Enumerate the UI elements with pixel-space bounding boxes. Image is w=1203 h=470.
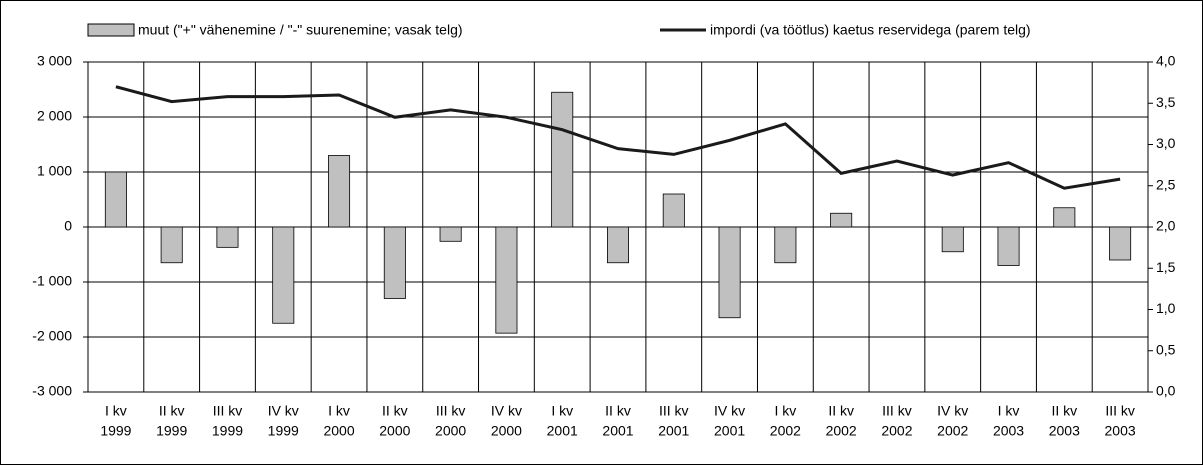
bar	[328, 155, 351, 228]
y-tick-label: 0	[64, 218, 72, 234]
x-tick-label: 1999	[100, 423, 131, 439]
x-tick-label: 2000	[379, 423, 410, 439]
y2-tick-label: 4,0	[1156, 53, 1176, 69]
bar	[439, 226, 462, 242]
legend-label: muut ("+" vähenemine / "-" suurenemine; …	[138, 22, 463, 38]
x-tick-label: 2003	[993, 423, 1024, 439]
x-tick-label: 2003	[1049, 423, 1080, 439]
bar	[383, 226, 406, 299]
x-tick-label: III kv	[882, 403, 912, 419]
bar	[607, 226, 630, 264]
x-tick-label: IV kv	[714, 403, 745, 419]
x-tick-label: I kv	[998, 403, 1020, 419]
bar	[1109, 226, 1132, 261]
bar	[104, 171, 127, 228]
x-tick-label: II kv	[605, 403, 631, 419]
bar	[997, 226, 1020, 266]
y2-tick-label: 1,5	[1156, 259, 1176, 275]
x-tick-label: IV kv	[937, 403, 968, 419]
x-tick-label: 2000	[491, 423, 522, 439]
x-tick-label: I kv	[551, 403, 573, 419]
x-tick-label: I kv	[328, 403, 350, 419]
bar	[495, 226, 518, 334]
bar	[272, 226, 295, 324]
x-tick-label: 2001	[714, 423, 745, 439]
x-tick-label: 2003	[1105, 423, 1136, 439]
y-tick-label: 3 000	[37, 53, 72, 69]
legend-label: impordi (va töötlus) kaetus reservidega …	[710, 22, 1031, 38]
y2-tick-label: 0,5	[1156, 341, 1176, 357]
bar	[216, 226, 239, 248]
bar	[160, 226, 183, 264]
y2-tick-label: 2,5	[1156, 176, 1176, 192]
bar	[718, 226, 741, 319]
x-tick-label: 2002	[937, 423, 968, 439]
bar	[662, 193, 685, 228]
bar	[551, 91, 574, 228]
line	[115, 85, 1121, 190]
y-tick-label: -3 000	[32, 383, 72, 399]
x-tick-label: III kv	[659, 403, 689, 419]
x-tick-label: III kv	[213, 403, 243, 419]
x-tick-label: 2001	[547, 423, 578, 439]
y-tick-label: 1 000	[37, 163, 72, 179]
y2-tick-label: 2,0	[1156, 218, 1176, 234]
y2-tick-label: 3,5	[1156, 94, 1176, 110]
x-tick-label: 1999	[156, 423, 187, 439]
x-tick-label: II kv	[828, 403, 854, 419]
y-tick-label: -2 000	[32, 328, 72, 344]
x-tick-label: III kv	[436, 403, 466, 419]
x-tick-label: 1999	[268, 423, 299, 439]
x-tick-label: 2000	[435, 423, 466, 439]
x-tick-label: 2001	[602, 423, 633, 439]
x-tick-label: IV kv	[491, 403, 522, 419]
x-tick-label: 2000	[323, 423, 354, 439]
x-tick-label: 2002	[770, 423, 801, 439]
x-tick-label: III kv	[1105, 403, 1135, 419]
bar	[1053, 207, 1076, 228]
x-tick-label: 2002	[826, 423, 857, 439]
y-tick-label: 2 000	[37, 108, 72, 124]
x-tick-label: II kv	[382, 403, 408, 419]
x-tick-label: 2001	[658, 423, 689, 439]
y2-tick-label: 3,0	[1156, 135, 1176, 151]
bar	[774, 226, 797, 264]
x-tick-label: IV kv	[268, 403, 299, 419]
legend-swatch	[87, 23, 135, 37]
bar	[941, 226, 964, 253]
x-tick-label: I kv	[774, 403, 796, 419]
bar	[830, 212, 853, 228]
x-tick-label: 2002	[881, 423, 912, 439]
x-tick-label: I kv	[105, 403, 127, 419]
y2-tick-label: 0,0	[1156, 383, 1176, 399]
y2-tick-label: 1,0	[1156, 300, 1176, 316]
x-tick-label: II kv	[159, 403, 185, 419]
x-tick-label: 1999	[212, 423, 243, 439]
x-tick-label: II kv	[1051, 403, 1077, 419]
y-tick-label: -1 000	[32, 273, 72, 289]
